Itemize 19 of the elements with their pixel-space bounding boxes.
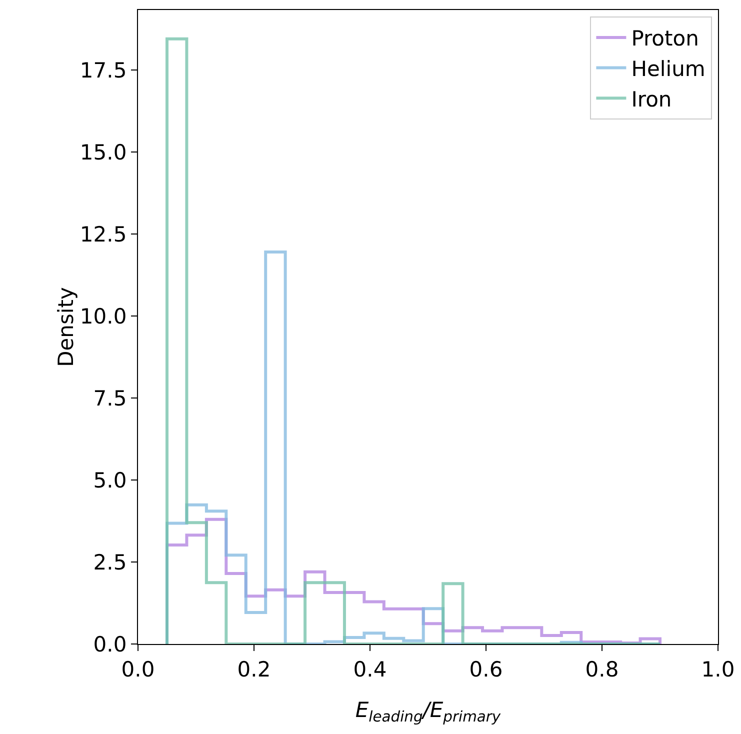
y-tick-label: 17.5: [80, 58, 127, 82]
y-axis-title: Density: [54, 287, 78, 367]
y-tick-label: 7.5: [93, 386, 127, 410]
y-tick-label: 5.0: [93, 468, 127, 492]
x-tick-label: 0.6: [469, 657, 503, 682]
y-tick-label: 12.5: [80, 222, 127, 246]
legend-label: Iron: [631, 87, 672, 112]
y-tick-label: 2.5: [93, 550, 127, 574]
x-tick-label: 0.2: [237, 657, 271, 682]
x-axis-title: E$_{leading}$/E$_{primary}$: [355, 698, 501, 726]
x-tick-label: 0.4: [353, 657, 387, 682]
x-tick-label: 1.0: [701, 657, 735, 682]
x-tick-label: 0.0: [121, 657, 155, 682]
y-tick-label: 10.0: [80, 304, 127, 328]
x-tick-label: 0.8: [585, 657, 619, 682]
legend-label: Helium: [631, 56, 706, 81]
y-tick-label: 15.0: [80, 140, 127, 164]
legend-label: Proton: [631, 26, 699, 51]
y-tick-label: 0.0: [93, 632, 127, 656]
